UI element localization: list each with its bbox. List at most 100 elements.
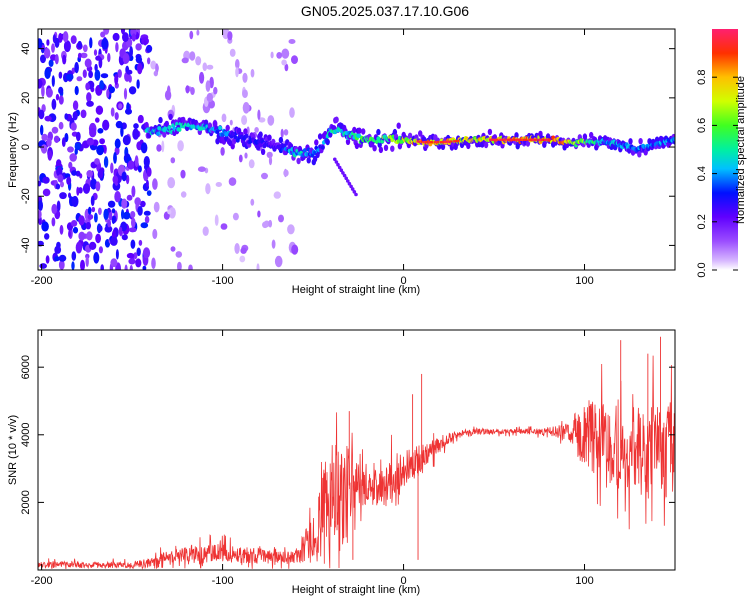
spectral-blob	[86, 231, 93, 241]
ridge-peak	[490, 138, 493, 141]
spectral-blob	[151, 257, 156, 270]
ridge-peak	[431, 141, 434, 144]
spectral-blob	[114, 191, 121, 203]
ridge-core	[233, 134, 238, 140]
spectral-blob	[248, 159, 255, 169]
ridge-peak	[444, 140, 447, 143]
spectral-blob	[121, 209, 125, 220]
ridge-peak	[428, 141, 431, 144]
spectral-blob	[71, 170, 78, 176]
spectral-blob	[146, 44, 153, 53]
spectral-blob	[70, 220, 78, 227]
spectral-blob	[235, 67, 239, 78]
spectral-blob	[347, 181, 352, 186]
spectral-blob	[110, 162, 114, 174]
ridge-halo	[637, 151, 642, 158]
spectral-blob	[232, 212, 239, 221]
spectral-blob	[125, 108, 132, 115]
spectral-blob	[103, 156, 109, 168]
spectral-blob	[220, 147, 225, 156]
spectral-blob	[268, 156, 273, 166]
ridge-halo	[158, 116, 163, 124]
spectral-blob	[132, 128, 140, 140]
spectral-blob	[227, 31, 233, 41]
spectral-blob	[167, 177, 176, 189]
spectral-blob	[59, 224, 64, 235]
spectral-blob	[274, 255, 283, 268]
spectral-blob	[88, 70, 93, 79]
spectral-blob	[156, 144, 162, 152]
spectral-blob	[250, 198, 255, 206]
spectral-blob	[94, 158, 100, 165]
ridge-peak	[539, 138, 542, 141]
ridge-peak	[499, 138, 502, 141]
ridge-halo	[466, 142, 471, 150]
colorbar-tick-label: 0.8	[696, 70, 708, 85]
spectral-blob	[70, 35, 77, 44]
ridge-peak	[531, 138, 534, 141]
spectral-blob	[135, 55, 143, 64]
spectral-blob	[52, 34, 57, 44]
spectral-blob	[107, 200, 116, 208]
spectral-blob	[93, 49, 98, 56]
ridge-peak	[416, 140, 419, 143]
spectral-blob	[85, 222, 92, 230]
ridge-peak	[455, 140, 459, 143]
spectral-blob	[122, 53, 130, 64]
spectral-blob	[108, 212, 113, 221]
ridge-peak	[535, 138, 538, 141]
spectral-blob	[278, 214, 284, 223]
y-tick-label: 0	[20, 144, 32, 150]
spectral-blob	[107, 219, 111, 228]
spectral-blob	[199, 71, 205, 84]
spectral-blob	[86, 92, 92, 103]
ridge-halo	[483, 141, 489, 149]
spectral-blob	[75, 241, 83, 254]
spectral-blob	[86, 137, 95, 146]
colorbar-tick-label: 0.4	[696, 166, 708, 181]
spectral-blob	[115, 42, 119, 53]
ridge-halo	[317, 133, 323, 140]
spectral-blob	[268, 219, 273, 228]
spectral-blob	[113, 152, 117, 164]
ridge-halo	[314, 139, 319, 146]
spectral-blob	[281, 59, 287, 66]
spectral-blob	[205, 80, 211, 92]
spectral-blob	[85, 256, 89, 267]
spectral-blob	[341, 171, 345, 175]
spectral-blob	[63, 40, 71, 53]
spectral-blob	[51, 203, 58, 215]
spectral-blob	[74, 148, 78, 155]
spectral-blob	[135, 43, 142, 51]
spectral-blob	[242, 102, 250, 114]
spectral-blob	[131, 185, 136, 198]
spectrogram-y-label: Frequency (Hz)	[7, 112, 19, 188]
ridge-peak	[436, 141, 440, 144]
spectral-blob	[94, 69, 101, 81]
ridge-halo	[258, 131, 263, 138]
spectral-blob	[80, 109, 87, 119]
spectral-blob	[241, 115, 248, 126]
spectral-blob	[117, 69, 122, 78]
spectral-blob	[38, 210, 42, 219]
spectral-blob	[90, 178, 97, 190]
spectral-blob	[69, 195, 73, 206]
spectrogram-image	[38, 29, 675, 270]
spectral-blob	[38, 180, 42, 187]
spectral-blob	[124, 264, 128, 270]
spectral-blob	[136, 247, 141, 257]
ridge-peak	[500, 138, 503, 141]
spectral-blob	[98, 207, 102, 215]
spectral-blob	[101, 38, 109, 50]
spectral-blob	[170, 246, 176, 252]
spectral-blob	[51, 217, 56, 227]
colorbar-ticks: 0.0 0.2 0.4 0.6 0.8	[696, 70, 738, 278]
spectral-blob	[131, 33, 136, 42]
spectral-blob	[119, 226, 123, 236]
spectral-blob	[146, 190, 152, 197]
spectral-blob	[164, 90, 172, 101]
spectral-blob	[64, 113, 69, 120]
ridge-halo	[357, 127, 362, 134]
spectral-blob	[202, 226, 209, 236]
ridge-halo	[352, 126, 357, 134]
